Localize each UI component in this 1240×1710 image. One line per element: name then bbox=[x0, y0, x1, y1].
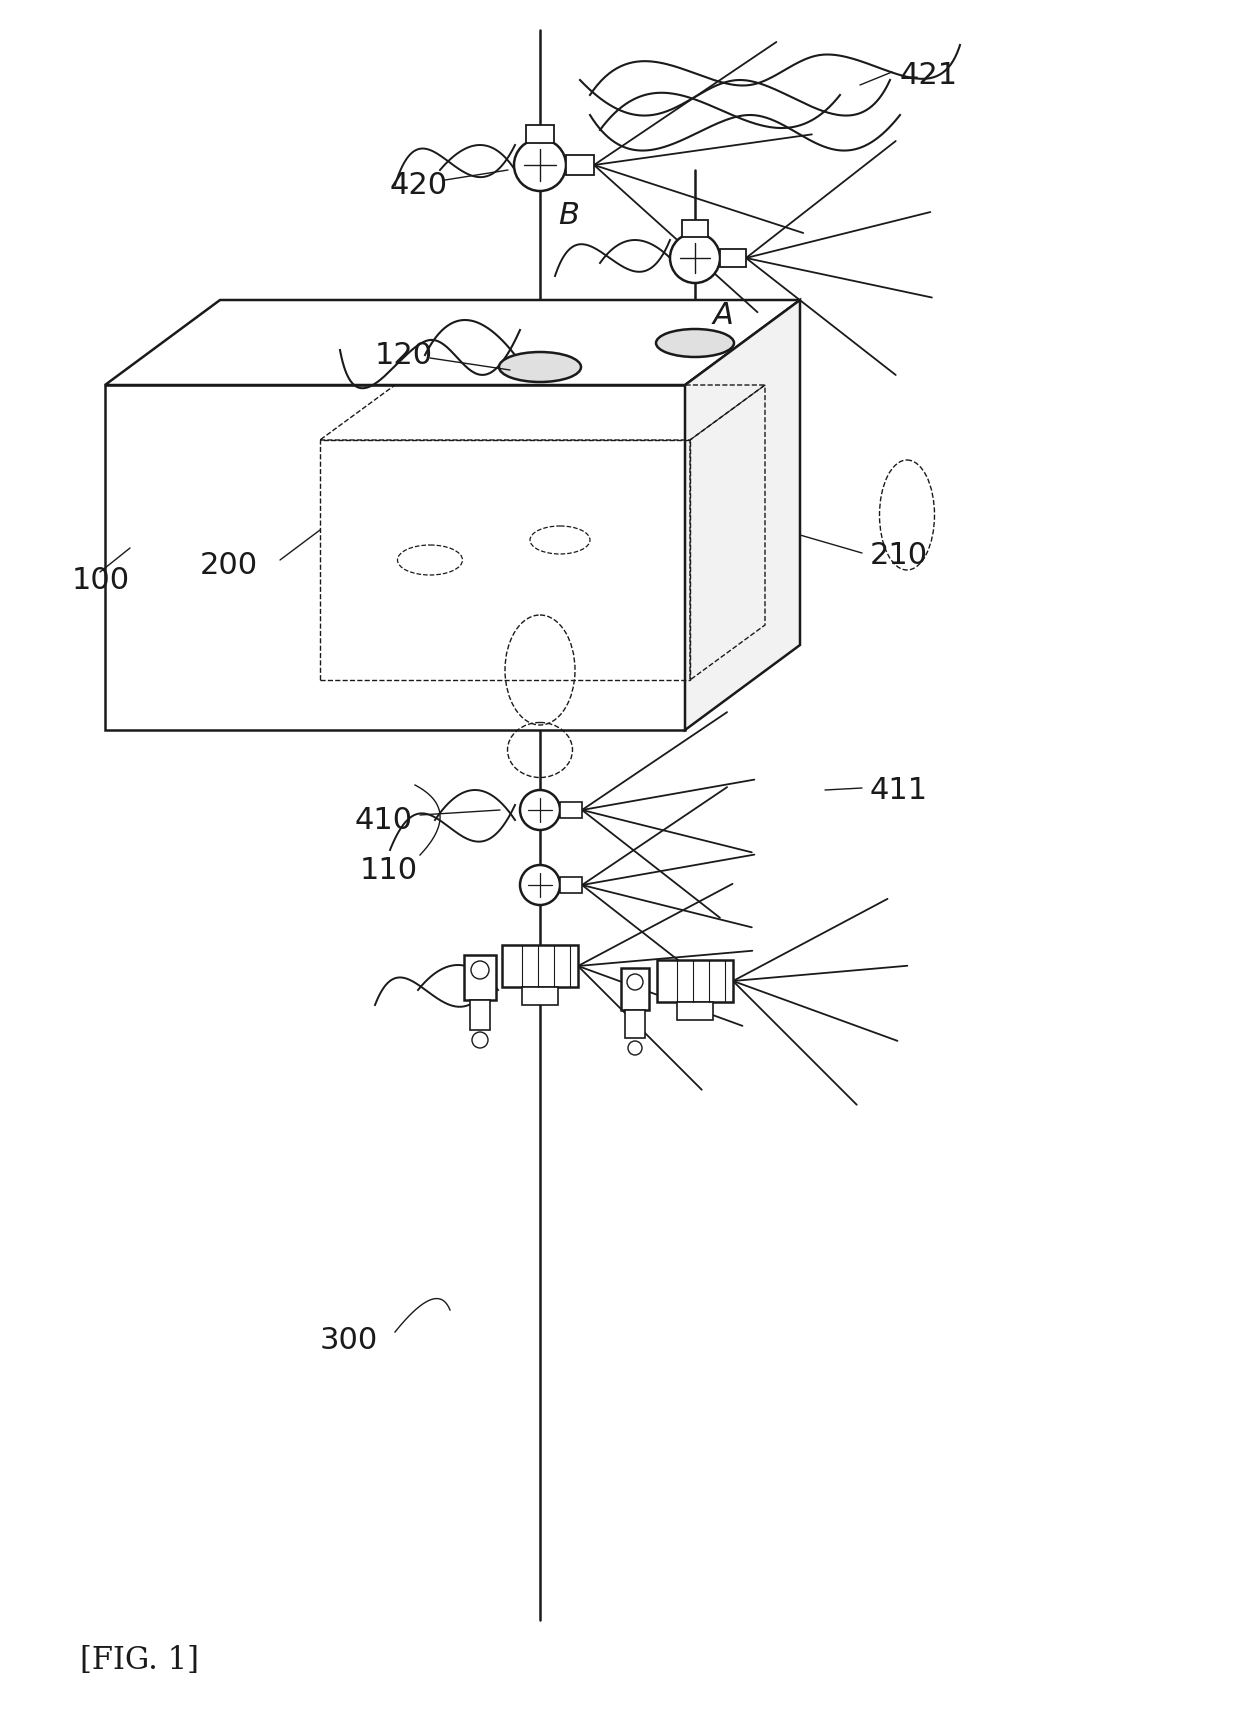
Text: 210: 210 bbox=[870, 540, 928, 569]
Bar bbox=[720, 250, 746, 267]
Polygon shape bbox=[105, 385, 684, 730]
Text: 411: 411 bbox=[870, 776, 928, 804]
Text: 420: 420 bbox=[391, 171, 448, 200]
Ellipse shape bbox=[520, 865, 560, 905]
Text: B: B bbox=[558, 200, 579, 229]
Text: 410: 410 bbox=[355, 805, 413, 834]
Text: 200: 200 bbox=[200, 551, 258, 580]
Text: A: A bbox=[713, 301, 734, 330]
Ellipse shape bbox=[670, 233, 720, 282]
Bar bbox=[560, 877, 582, 893]
Text: 120: 120 bbox=[374, 340, 433, 369]
Ellipse shape bbox=[472, 1033, 489, 1048]
Text: 110: 110 bbox=[360, 855, 418, 884]
Text: 421: 421 bbox=[900, 60, 959, 89]
Text: [FIG. 1]: [FIG. 1] bbox=[81, 1645, 198, 1676]
Text: 300: 300 bbox=[320, 1325, 378, 1354]
Ellipse shape bbox=[656, 328, 734, 357]
Polygon shape bbox=[105, 299, 800, 385]
Bar bbox=[526, 125, 554, 144]
Ellipse shape bbox=[515, 139, 565, 192]
Bar bbox=[502, 946, 578, 987]
Bar bbox=[522, 987, 558, 1005]
Bar bbox=[657, 959, 733, 1002]
Bar bbox=[565, 156, 594, 174]
Polygon shape bbox=[684, 299, 800, 730]
Bar bbox=[625, 1011, 645, 1038]
Ellipse shape bbox=[498, 352, 582, 381]
Ellipse shape bbox=[520, 790, 560, 829]
Bar bbox=[682, 221, 708, 238]
Bar bbox=[560, 802, 582, 817]
Text: 100: 100 bbox=[72, 566, 130, 595]
Bar bbox=[470, 1000, 490, 1029]
Ellipse shape bbox=[627, 975, 644, 990]
Bar bbox=[621, 968, 649, 1011]
Bar bbox=[677, 1002, 713, 1019]
Ellipse shape bbox=[471, 961, 489, 980]
Ellipse shape bbox=[627, 1041, 642, 1055]
Bar bbox=[464, 954, 496, 1000]
